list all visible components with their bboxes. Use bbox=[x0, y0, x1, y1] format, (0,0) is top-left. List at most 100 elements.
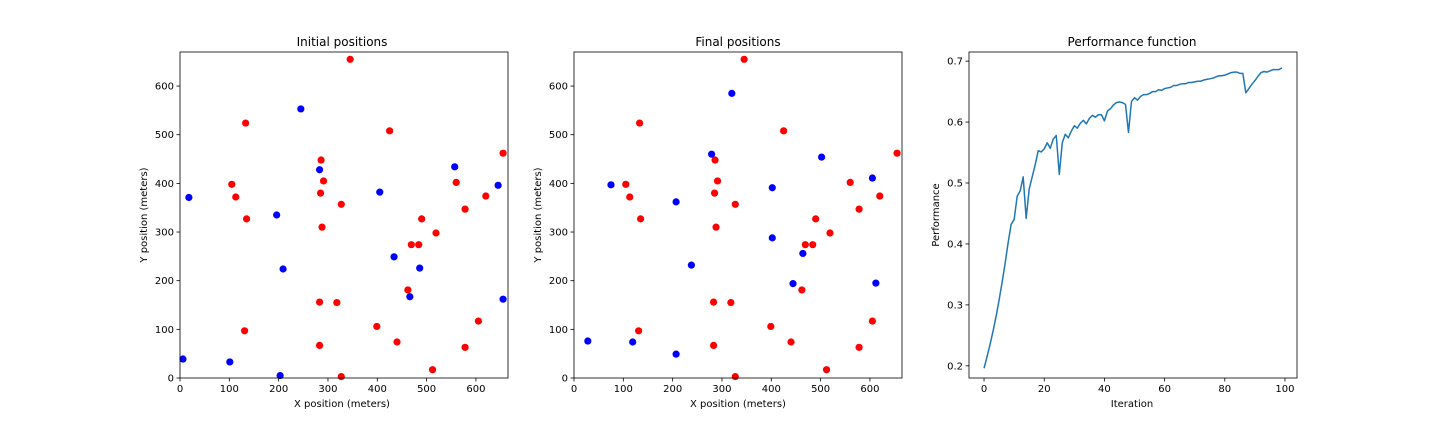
data-point bbox=[789, 280, 797, 288]
y-tick-label: 500 bbox=[549, 130, 568, 141]
data-point bbox=[273, 211, 281, 219]
data-point bbox=[337, 200, 345, 208]
x-tick-label: 0 bbox=[981, 384, 987, 395]
data-point bbox=[780, 127, 788, 135]
data-point bbox=[461, 205, 469, 213]
x-tick-label: 40 bbox=[1098, 384, 1111, 395]
final-positions-plot: Final positions X position (meters) Y po… bbox=[533, 35, 903, 410]
data-point bbox=[868, 317, 877, 325]
data-point bbox=[768, 234, 776, 242]
y-tick-label: 0 bbox=[562, 374, 568, 385]
data-point bbox=[242, 215, 251, 223]
y-tick-label: 0 bbox=[168, 374, 174, 385]
plot-title: Performance function bbox=[1068, 35, 1197, 49]
data-point bbox=[346, 55, 354, 63]
plot-title: Final positions bbox=[695, 35, 780, 49]
scatter-series bbox=[584, 89, 880, 358]
data-point bbox=[584, 337, 592, 345]
data-point bbox=[185, 193, 193, 202]
series-line bbox=[983, 67, 1283, 369]
x-tick-label: 0 bbox=[571, 384, 577, 395]
data-point bbox=[315, 298, 324, 306]
data-point bbox=[855, 205, 863, 213]
y-tick-label: 0.7 bbox=[947, 57, 963, 68]
x-tick-label: 100 bbox=[1275, 384, 1294, 395]
data-point bbox=[672, 350, 680, 358]
x-tick-label: 100 bbox=[220, 384, 239, 395]
data-point bbox=[710, 189, 719, 197]
y-tick-label: 200 bbox=[155, 276, 174, 287]
data-point bbox=[727, 298, 735, 307]
axes-frame bbox=[179, 51, 509, 379]
data-point bbox=[393, 338, 401, 346]
data-point bbox=[451, 163, 459, 171]
performance-function-plot: Performance function Iteration Performan… bbox=[931, 35, 1298, 410]
data-point bbox=[276, 371, 284, 380]
data-point bbox=[494, 181, 502, 189]
y-tick-label: 0.2 bbox=[947, 361, 963, 372]
data-point bbox=[799, 249, 807, 258]
y-axis-label: Performance bbox=[931, 183, 942, 246]
x-tick-label: 500 bbox=[417, 384, 436, 395]
y-tick-label: 0.3 bbox=[947, 300, 963, 311]
data-point bbox=[404, 286, 412, 294]
x-tick-label: 60 bbox=[1158, 384, 1171, 395]
initial-positions-plot: Initial positions X position (meters) Y … bbox=[139, 35, 509, 410]
data-point bbox=[406, 293, 414, 301]
data-point bbox=[868, 174, 877, 182]
x-tick-label: 300 bbox=[712, 384, 731, 395]
data-point bbox=[872, 279, 880, 287]
data-point bbox=[709, 341, 718, 349]
data-point bbox=[626, 193, 634, 201]
data-point bbox=[499, 149, 507, 157]
y-tick-label: 0.5 bbox=[947, 179, 963, 190]
x-tick-label: 200 bbox=[269, 384, 288, 395]
data-point bbox=[315, 341, 324, 349]
axes-frame bbox=[968, 51, 1298, 379]
data-point bbox=[376, 188, 384, 196]
y-tick-label: 400 bbox=[155, 179, 174, 190]
data-point bbox=[787, 338, 795, 346]
data-point bbox=[635, 327, 643, 335]
x-tick-label: 300 bbox=[318, 384, 337, 395]
y-tick-label: 300 bbox=[155, 228, 174, 239]
data-point bbox=[768, 184, 776, 192]
data-point bbox=[629, 338, 637, 346]
x-tick-label: 100 bbox=[614, 384, 633, 395]
x-tick-label: 500 bbox=[811, 384, 830, 395]
data-point bbox=[822, 366, 831, 374]
data-point bbox=[712, 223, 720, 231]
x-tick-label: 20 bbox=[1038, 384, 1051, 395]
data-point bbox=[711, 156, 719, 164]
data-point bbox=[767, 322, 775, 331]
data-point bbox=[818, 153, 826, 161]
data-point bbox=[316, 189, 325, 197]
data-point bbox=[390, 253, 398, 261]
data-point bbox=[317, 156, 325, 164]
data-point bbox=[452, 178, 460, 186]
y-tick-label: 500 bbox=[155, 130, 174, 141]
y-tick-label: 600 bbox=[549, 82, 568, 93]
data-point bbox=[607, 181, 615, 189]
data-point bbox=[876, 192, 884, 200]
x-axis-label: Iteration bbox=[1111, 399, 1153, 410]
data-point bbox=[622, 180, 630, 188]
data-point bbox=[812, 215, 820, 223]
scatter-series bbox=[622, 55, 901, 381]
x-tick-label: 600 bbox=[466, 384, 485, 395]
data-point bbox=[242, 119, 250, 127]
data-point bbox=[731, 200, 739, 208]
data-point bbox=[241, 327, 249, 335]
data-point bbox=[809, 241, 817, 249]
data-point bbox=[416, 264, 424, 272]
x-tick-label: 400 bbox=[368, 384, 387, 395]
x-tick-label: 400 bbox=[762, 384, 781, 395]
scatter-series bbox=[179, 105, 507, 380]
data-point bbox=[708, 150, 716, 158]
data-point bbox=[228, 180, 236, 188]
axes-frame bbox=[573, 51, 903, 379]
data-point bbox=[407, 241, 415, 249]
data-point bbox=[636, 215, 645, 223]
data-point bbox=[386, 127, 394, 135]
data-point bbox=[826, 229, 834, 237]
